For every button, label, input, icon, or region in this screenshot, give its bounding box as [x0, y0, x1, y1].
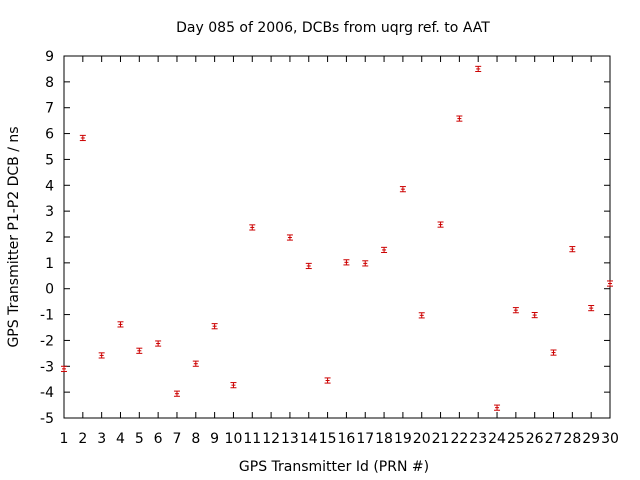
y-tick-label: -2: [40, 333, 54, 349]
data-point: [494, 404, 501, 411]
data-point: [230, 382, 237, 389]
x-axis-label: GPS Transmitter Id (PRN #): [239, 459, 429, 475]
x-tick-label: 2: [78, 431, 87, 447]
y-tick-label: 9: [45, 49, 54, 65]
x-axis: 1 2 3 4 5 6 7 8 9 10 11 12 13 14 15 16 17 18 19 20 21 22 23 24 2…: [60, 56, 619, 447]
x-tick-label: 5: [135, 431, 144, 447]
data-point: [136, 347, 143, 354]
data-point: [588, 305, 595, 312]
x-tick-label: 3: [97, 431, 106, 447]
data-point: [475, 65, 482, 73]
data-points: [61, 65, 613, 411]
x-tick-label: 16: [337, 431, 355, 447]
y-tick-label: -3: [40, 359, 54, 375]
data-point: [607, 280, 613, 287]
data-point: [437, 221, 444, 228]
x-tick-label: 1: [60, 431, 69, 447]
data-point: [343, 259, 350, 266]
data-point: [456, 115, 463, 122]
x-tick-label: 17: [356, 431, 374, 447]
x-tick-label: 26: [526, 431, 544, 447]
y-tick-label: 5: [45, 152, 54, 168]
x-tick-label: 4: [116, 431, 125, 447]
x-tick-label: 21: [432, 431, 450, 447]
y-tick-label: 7: [45, 101, 54, 117]
x-tick-label: 27: [545, 431, 563, 447]
y-tick-label: 0: [45, 282, 54, 298]
data-point: [117, 321, 124, 328]
y-axis-label: GPS Transmitter P1-P2 DCB / ns: [6, 126, 22, 347]
x-tick-label: 25: [507, 431, 525, 447]
x-tick-label: 20: [413, 431, 431, 447]
data-point: [61, 365, 67, 372]
data-point: [569, 246, 576, 253]
x-tick-label: 13: [281, 431, 299, 447]
data-point: [381, 246, 388, 254]
y-tick-label: 4: [45, 178, 54, 194]
y-tick-label: 6: [45, 127, 54, 143]
data-point: [362, 260, 369, 267]
y-tick-label: -5: [40, 411, 54, 427]
x-tick-label: 18: [375, 431, 393, 447]
x-tick-label: 15: [319, 431, 337, 447]
x-tick-label: 12: [262, 431, 280, 447]
x-tick-label: 29: [582, 431, 600, 447]
data-point: [79, 134, 86, 142]
x-tick-label: 14: [300, 431, 318, 447]
data-point: [324, 377, 331, 384]
data-point: [155, 340, 162, 347]
x-tick-label: 19: [394, 431, 412, 447]
x-tick-label: 22: [450, 431, 468, 447]
plot-frame: [63, 55, 611, 419]
x-tick-label: 28: [563, 431, 581, 447]
y-tick-label: -1: [40, 308, 54, 324]
x-tick-label: 30: [601, 431, 619, 447]
chart-title: Day 085 of 2006, DCBs from uqrg ref. to …: [176, 20, 490, 36]
data-point: [211, 323, 218, 330]
y-tick-label: 8: [45, 75, 54, 91]
y-tick-label: -4: [40, 385, 54, 401]
data-point: [418, 312, 425, 319]
x-tick-label: 6: [154, 431, 163, 447]
x-tick-label: 7: [173, 431, 182, 447]
data-point: [531, 312, 538, 319]
data-point: [512, 307, 519, 314]
data-point: [173, 390, 180, 397]
data-point: [399, 186, 406, 193]
y-tick-label: 2: [45, 230, 54, 246]
y-axis: -5 -4 -3 -2 -1 0 1 2 3 4 5 6 7 8 9: [40, 49, 610, 427]
data-point: [192, 360, 199, 367]
data-point: [550, 349, 557, 356]
x-tick-label: 24: [488, 431, 506, 447]
x-tick-label: 10: [225, 431, 243, 447]
data-point: [286, 234, 293, 241]
x-tick-label: 8: [191, 431, 200, 447]
x-tick-label: 9: [210, 431, 219, 447]
data-point: [305, 262, 312, 270]
data-point: [98, 352, 105, 359]
data-point: [249, 224, 256, 231]
x-tick-label: 23: [469, 431, 487, 447]
y-tick-label: 3: [45, 204, 54, 220]
y-tick-label: 1: [45, 256, 54, 272]
x-tick-label: 11: [243, 431, 261, 447]
